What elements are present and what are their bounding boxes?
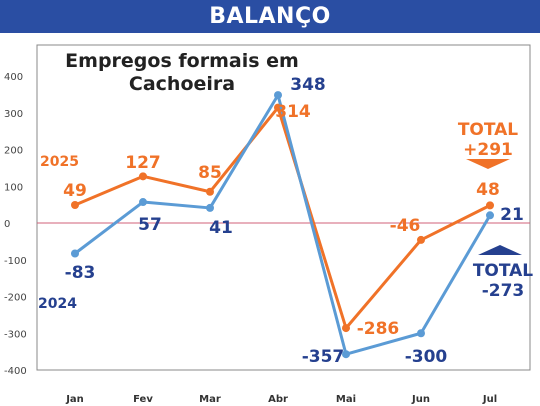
data-point-2024 [206, 203, 214, 212]
total-2025-arrow [466, 159, 510, 169]
data-label-2025: 314 [275, 102, 311, 122]
x-tick-label: Jan [65, 394, 84, 405]
data-label-2025: -286 [357, 319, 400, 339]
data-label-2025: -46 [390, 216, 421, 236]
data-point-2025 [206, 187, 214, 196]
data-point-2024 [342, 350, 350, 359]
data-point-2025 [342, 324, 350, 333]
data-point-2025 [139, 172, 147, 181]
data-point-2024 [486, 211, 494, 220]
y-tick-label: 400 [4, 72, 23, 83]
data-label-2024: 348 [290, 75, 326, 95]
x-tick-label: Fev [133, 394, 153, 405]
data-label-2024: 41 [209, 218, 233, 238]
chart-title-line2: Cachoeira [129, 73, 235, 95]
x-tick-label: Jul [482, 394, 497, 405]
y-tick-label: -400 [4, 366, 27, 377]
data-point-2024 [417, 329, 425, 338]
series-name-2025: 2025 [40, 154, 79, 170]
data-point-2024 [139, 198, 147, 207]
data-label-2024: 21 [500, 205, 524, 225]
y-tick-label: -200 [4, 293, 27, 304]
chart-title-line1: Empregos formais em [65, 50, 299, 72]
y-tick-label: 300 [4, 109, 23, 120]
y-tick-label: -300 [4, 329, 27, 340]
total-2024-label: TOTAL [473, 261, 533, 281]
header-banner: BALANÇO [0, 0, 540, 33]
total-2024-arrow [478, 245, 522, 255]
x-tick-label: Abr [268, 394, 288, 405]
data-label-2025: 48 [476, 180, 500, 200]
data-label-2024: 57 [138, 215, 162, 235]
data-label-2025: 127 [125, 153, 161, 173]
y-tick-label: 0 [4, 219, 10, 230]
data-label-2025: 49 [63, 181, 87, 201]
y-tick-label: 100 [4, 182, 23, 193]
banner-title: BALANÇO [209, 4, 331, 29]
data-point-2025 [486, 201, 494, 210]
data-label-2025: 85 [198, 163, 222, 183]
plot-frame [36, 44, 531, 371]
total-2024-value: -273 [482, 281, 525, 301]
y-tick-label: 200 [4, 146, 23, 157]
x-tick-label: Jun [411, 394, 430, 405]
data-label-2024: -300 [405, 347, 448, 367]
x-tick-label: Mar [199, 394, 221, 405]
y-tick-label: -100 [4, 256, 27, 267]
series-name-2024: 2024 [38, 296, 77, 312]
data-point-2024 [71, 249, 79, 258]
data-point-2025 [417, 235, 425, 244]
data-label-2024: -83 [65, 263, 96, 283]
total-2025-value: +291 [463, 140, 513, 160]
data-label-2024: -357 [302, 347, 345, 367]
data-point-2025 [71, 200, 79, 209]
data-point-2024 [274, 91, 282, 100]
total-2025-label: TOTAL [458, 120, 518, 140]
x-tick-label: Mai [336, 394, 356, 405]
